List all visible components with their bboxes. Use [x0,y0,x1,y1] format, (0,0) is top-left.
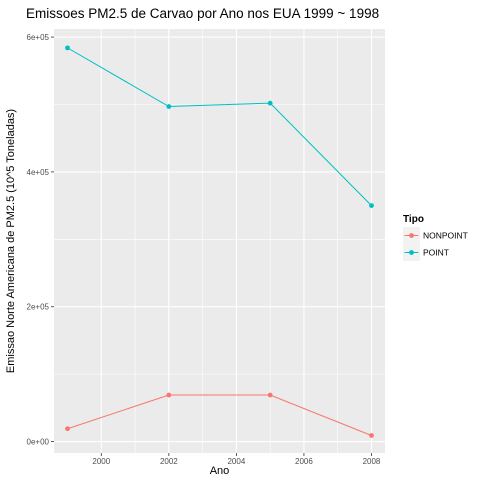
x-axis: 2000 2002 2004 2006 2008 [92,453,381,466]
data-point-point [65,45,70,51]
legend-title: Tipo [403,214,424,225]
y-axis: 0e+00 2e+05 4e+05 6e+05 [27,33,54,447]
data-point-nonpoint [65,426,70,432]
x-tick-label: 2006 [295,457,313,466]
data-point-nonpoint [267,392,273,398]
series-line-nonpoint [67,394,372,436]
data-point-nonpoint [166,392,172,398]
y-tick-label: 2e+05 [27,303,50,312]
y-tick-label: 0e+00 [27,438,50,447]
legend-label-nonpoint: NONPOINT [423,231,468,241]
legend-point-nonpoint [409,233,414,238]
legend-label-point: POINT [423,248,449,258]
data-point-point [369,203,374,209]
x-tick-label: 2008 [363,457,381,466]
x-tick-label: 2002 [160,457,178,466]
plot-panel [54,29,385,453]
grid [54,29,385,453]
x-tick-label: 2004 [227,457,245,466]
series-line-point [67,47,372,206]
data-point-point [267,100,273,106]
x-tick-label: 2000 [92,457,110,466]
chart-title: Emissoes PM2.5 de Carvao por Ano nos EUA… [26,6,379,21]
legend-point-point [409,250,414,255]
data-point-point [166,104,172,109]
data-point-nonpoint [369,433,374,438]
y-tick-label: 4e+05 [27,168,50,177]
y-tick-label: 6e+05 [27,33,50,42]
legend: Tipo NONPOINT POINT [403,214,468,261]
x-axis-title: Ano [210,465,230,477]
series-layer [65,45,374,438]
y-axis-title: Emissao Norte Americana de PM2.5 (10^5 T… [5,109,17,373]
